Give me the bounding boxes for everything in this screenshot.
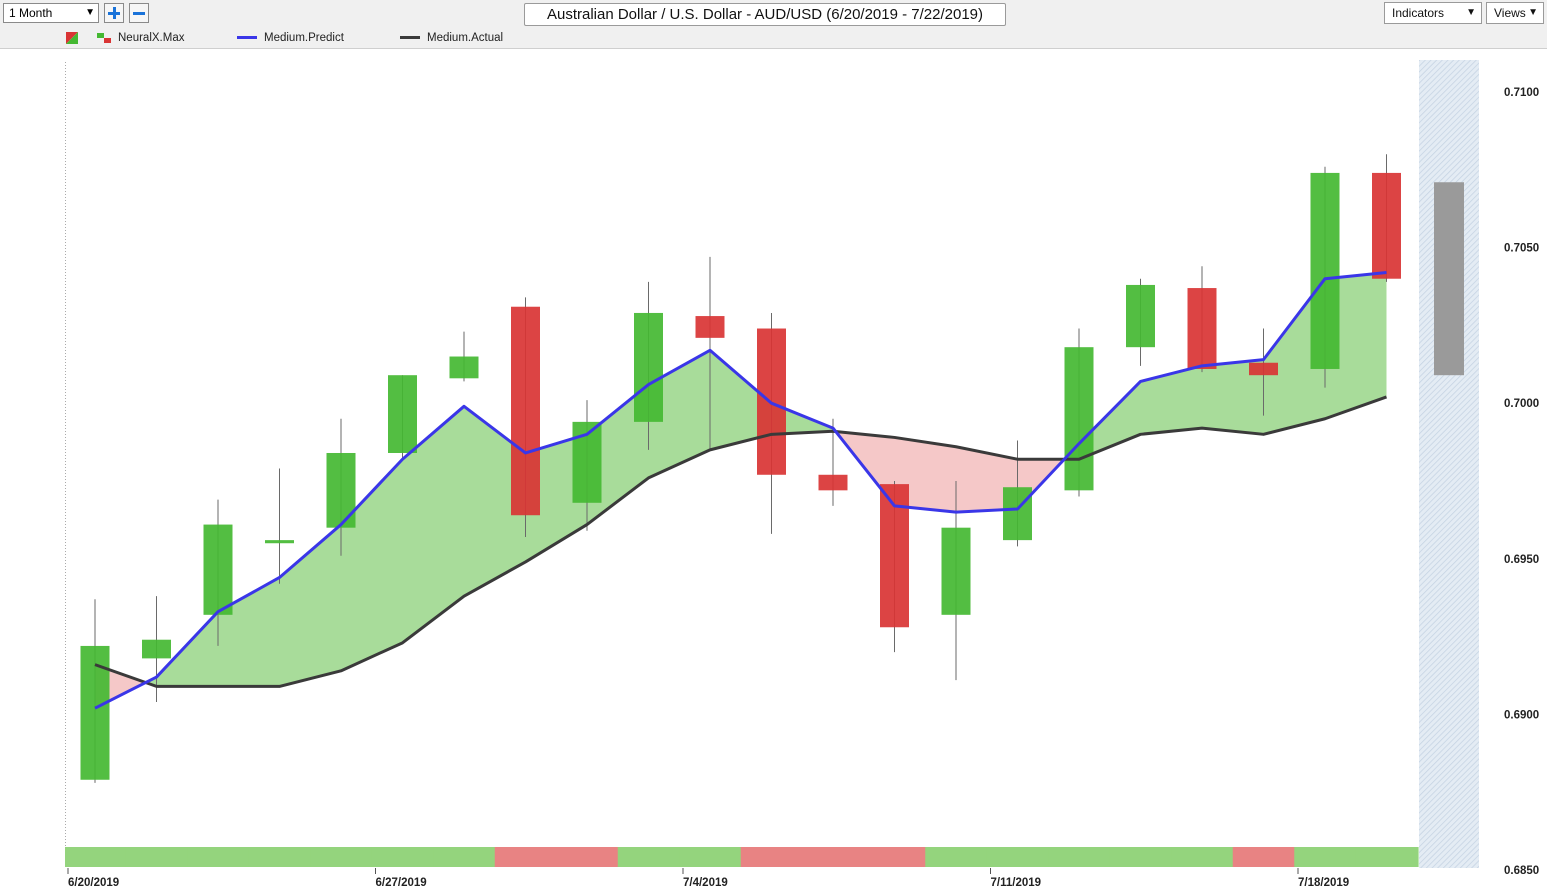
candle-legend-icon (97, 33, 111, 43)
signal-bar-segment (494, 847, 557, 867)
signal-bar-segment (125, 847, 188, 867)
signal-bar-segment (1355, 847, 1419, 867)
candle[interactable] (80, 599, 110, 783)
signal-bar-segment (863, 847, 926, 867)
x-tick-label: 6/27/2019 (376, 877, 427, 889)
signal-bar-segment (248, 847, 311, 867)
y-tick-label: 0.6950 (1504, 554, 1539, 566)
candle[interactable] (880, 481, 909, 653)
signal-bar-segment (187, 847, 250, 867)
candle[interactable] (388, 375, 417, 460)
candle-body (1310, 172, 1340, 369)
candle-body (449, 356, 479, 379)
candle-body (388, 375, 417, 453)
signal-bar-segment (617, 847, 680, 867)
signal-bar-segment (65, 847, 127, 867)
views-label: Views (1494, 6, 1526, 20)
candle-body (203, 524, 233, 615)
chart-title: Australian Dollar / U.S. Dollar - AUD/US… (524, 3, 1006, 26)
chevron-down-icon: ▼ (1528, 7, 1538, 18)
legend-item-neuralx: NeuralX.Max (118, 32, 185, 44)
candle-body (634, 312, 663, 422)
x-tick-label: 6/20/2019 (68, 877, 119, 889)
candle[interactable] (1249, 328, 1278, 416)
candle-body (1064, 347, 1094, 491)
zoom-out-button[interactable] (129, 3, 149, 23)
candle[interactable] (203, 499, 233, 646)
chevron-down-icon: ▼ (1466, 7, 1476, 18)
candle[interactable] (695, 256, 725, 450)
candle[interactable] (1064, 328, 1094, 497)
zoom-in-button[interactable] (104, 3, 124, 23)
signal-bar-segment (1294, 847, 1357, 867)
candle-body (326, 452, 356, 528)
actual-line-icon (400, 36, 420, 39)
signal-bar-segment (1232, 847, 1295, 867)
predict-line-icon (237, 36, 257, 39)
indicators-dropdown[interactable]: Indicators ▼ (1384, 2, 1482, 24)
signal-bar-segment (740, 847, 803, 867)
signal-bar-segment (986, 847, 1049, 867)
candle[interactable] (449, 331, 479, 382)
x-tick-label: 7/4/2019 (683, 877, 728, 889)
signal-bar-segment (371, 847, 434, 867)
candle-body (1187, 288, 1217, 369)
signal-bar-segment (1109, 847, 1172, 867)
candle[interactable] (265, 468, 294, 584)
forecast-range-bar (1434, 182, 1464, 376)
candle-body (695, 316, 725, 338)
indicators-label: Indicators (1392, 6, 1445, 20)
signal-bar-segment (310, 847, 373, 867)
y-tick-label: 0.6850 (1504, 865, 1539, 877)
x-tick-label: 7/11/2019 (991, 877, 1042, 889)
candle-body (1003, 487, 1032, 541)
chevron-down-icon: ▼ (85, 7, 95, 18)
candle[interactable] (511, 297, 540, 538)
candle-body (818, 474, 848, 491)
candle[interactable] (818, 418, 848, 506)
period-select-value: 1 Month (9, 6, 53, 20)
bullish-fill-area (145, 350, 836, 687)
signal-bar-segment (1171, 847, 1234, 867)
legend-item-predict: Medium.Predict (264, 32, 344, 44)
candle-body (511, 306, 540, 516)
y-tick-label: 0.7000 (1504, 398, 1539, 410)
signal-bar-segment (925, 847, 988, 867)
candle-body (1249, 362, 1278, 376)
candle-body (142, 639, 171, 659)
candle-body (1126, 284, 1155, 348)
candle-body (265, 540, 294, 544)
candle[interactable] (1187, 266, 1217, 373)
x-tick-label: 7/18/2019 (1298, 877, 1349, 889)
y-tick-label: 0.7050 (1504, 243, 1539, 255)
period-select[interactable]: 1 Month ▼ (3, 3, 99, 23)
forecast-zone (1419, 60, 1479, 868)
predict-line (94, 271, 1387, 710)
signal-bar-segment (1048, 847, 1111, 867)
candle[interactable] (634, 281, 663, 450)
signal-bar-segment (802, 847, 865, 867)
color-scheme-icon[interactable] (66, 32, 78, 44)
price-chart[interactable]: 0.7100 0.7050 0.7000 0.6950 0.6900 0.6850 6/20… (0, 48, 1547, 892)
signal-bar-segment (679, 847, 742, 867)
bullish-fill-area (1064, 272, 1387, 460)
signal-bar-segment (556, 847, 619, 867)
candle-body (1372, 172, 1401, 279)
signal-bar-segment (433, 847, 496, 867)
candle[interactable] (1372, 154, 1401, 282)
toolbar: 1 Month ▼ Australian Dollar / U.S. Dolla… (0, 0, 1547, 49)
candle[interactable] (142, 596, 171, 702)
candle-body (941, 527, 971, 615)
candle[interactable] (757, 312, 786, 534)
y-tick-label: 0.7100 (1504, 87, 1539, 99)
candle[interactable] (941, 481, 971, 681)
actual-line (94, 395, 1388, 688)
candle[interactable] (1126, 278, 1155, 366)
legend-item-actual: Medium.Actual (427, 32, 504, 44)
views-dropdown[interactable]: Views ▼ (1486, 2, 1544, 24)
candle[interactable] (1310, 166, 1340, 388)
y-tick-label: 0.6900 (1504, 709, 1539, 721)
